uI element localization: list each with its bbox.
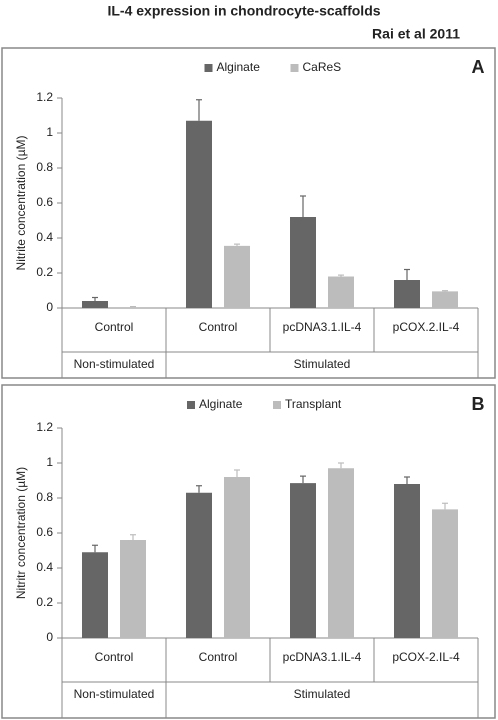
- y-tick-label: 1: [46, 455, 53, 469]
- bar: [224, 477, 250, 638]
- group-label: Non-stimulated: [74, 357, 155, 371]
- bar: [394, 484, 420, 638]
- error-bar: [404, 268, 410, 280]
- error-bar: [338, 274, 344, 277]
- x-tick-label: Control: [95, 650, 134, 664]
- legend-label: CaReS: [303, 60, 342, 74]
- legend-swatch: [290, 64, 299, 72]
- error-bar: [196, 485, 202, 493]
- bar: [82, 301, 108, 308]
- y-tick-label: 0.2: [36, 595, 53, 609]
- bar: [290, 217, 316, 308]
- bar: [120, 307, 146, 308]
- y-axis-label: Nitrite concentration (µM): [14, 136, 28, 271]
- x-tick-label: pcDNA3.1.IL-4: [283, 650, 362, 664]
- bar: [290, 483, 316, 638]
- y-tick-label: 0: [46, 300, 53, 314]
- y-tick-label: 0.6: [36, 195, 53, 209]
- legend-swatch: [187, 401, 195, 409]
- y-tick-label: 0: [46, 630, 53, 644]
- figure-title: IL-4 expression in chondrocyte-scaffolds: [107, 3, 380, 19]
- y-tick-label: 0.4: [36, 560, 53, 574]
- figure-subtitle: Rai et al 2011: [372, 26, 460, 42]
- error-bar: [92, 296, 98, 301]
- bar: [394, 280, 420, 308]
- bar: [186, 492, 212, 638]
- panel-frame: [1, 384, 496, 719]
- y-axis-label: Nitritr concentration (µM): [14, 467, 28, 599]
- y-tick-label: 0.2: [36, 265, 53, 279]
- bar: [328, 468, 354, 638]
- y-tick-label: 0.4: [36, 230, 53, 244]
- error-bar: [442, 502, 448, 510]
- error-bar: [234, 469, 240, 477]
- error-bar: [300, 195, 306, 217]
- group-label: Non-stimulated: [74, 687, 155, 701]
- panel-frame: [1, 47, 496, 379]
- legend-label: Alginate: [199, 397, 243, 411]
- x-tick-label: Control: [199, 650, 238, 664]
- bar: [224, 245, 250, 308]
- legend-swatch: [204, 64, 213, 72]
- bar: [432, 509, 458, 638]
- legend-swatch: [273, 401, 281, 409]
- error-bar: [196, 99, 202, 121]
- group-label: Stimulated: [294, 357, 351, 371]
- error-bar: [442, 290, 448, 292]
- bar: [120, 540, 146, 638]
- legend-label: Transplant: [285, 397, 342, 411]
- y-tick-label: 0.8: [36, 490, 53, 504]
- y-tick-label: 1: [46, 125, 53, 139]
- error-bar: [338, 462, 344, 469]
- error-bar: [130, 534, 136, 540]
- error-bar: [234, 243, 240, 246]
- y-tick-label: 0.8: [36, 160, 53, 174]
- bar: [186, 120, 212, 308]
- x-tick-label: pCOX-2.IL-4: [392, 650, 460, 664]
- bar: [432, 291, 458, 308]
- y-tick-label: 1.2: [36, 90, 53, 104]
- bar: [328, 276, 354, 308]
- x-tick-label: Control: [95, 320, 134, 334]
- x-tick-label: Control: [199, 320, 238, 334]
- panel-letter: A: [472, 57, 485, 77]
- x-tick-label: pcDNA3.1.IL-4: [283, 320, 362, 334]
- x-tick-label: pCOX.2.IL-4: [393, 320, 460, 334]
- y-tick-label: 1.2: [36, 420, 53, 434]
- group-label: Stimulated: [294, 687, 351, 701]
- error-bar: [404, 476, 410, 484]
- error-bar: [300, 475, 306, 484]
- error-bar: [130, 306, 136, 308]
- error-bar: [92, 544, 98, 553]
- bar: [82, 552, 108, 638]
- y-tick-label: 0.6: [36, 525, 53, 539]
- legend-label: Alginate: [217, 60, 261, 74]
- panel-letter: B: [472, 394, 485, 414]
